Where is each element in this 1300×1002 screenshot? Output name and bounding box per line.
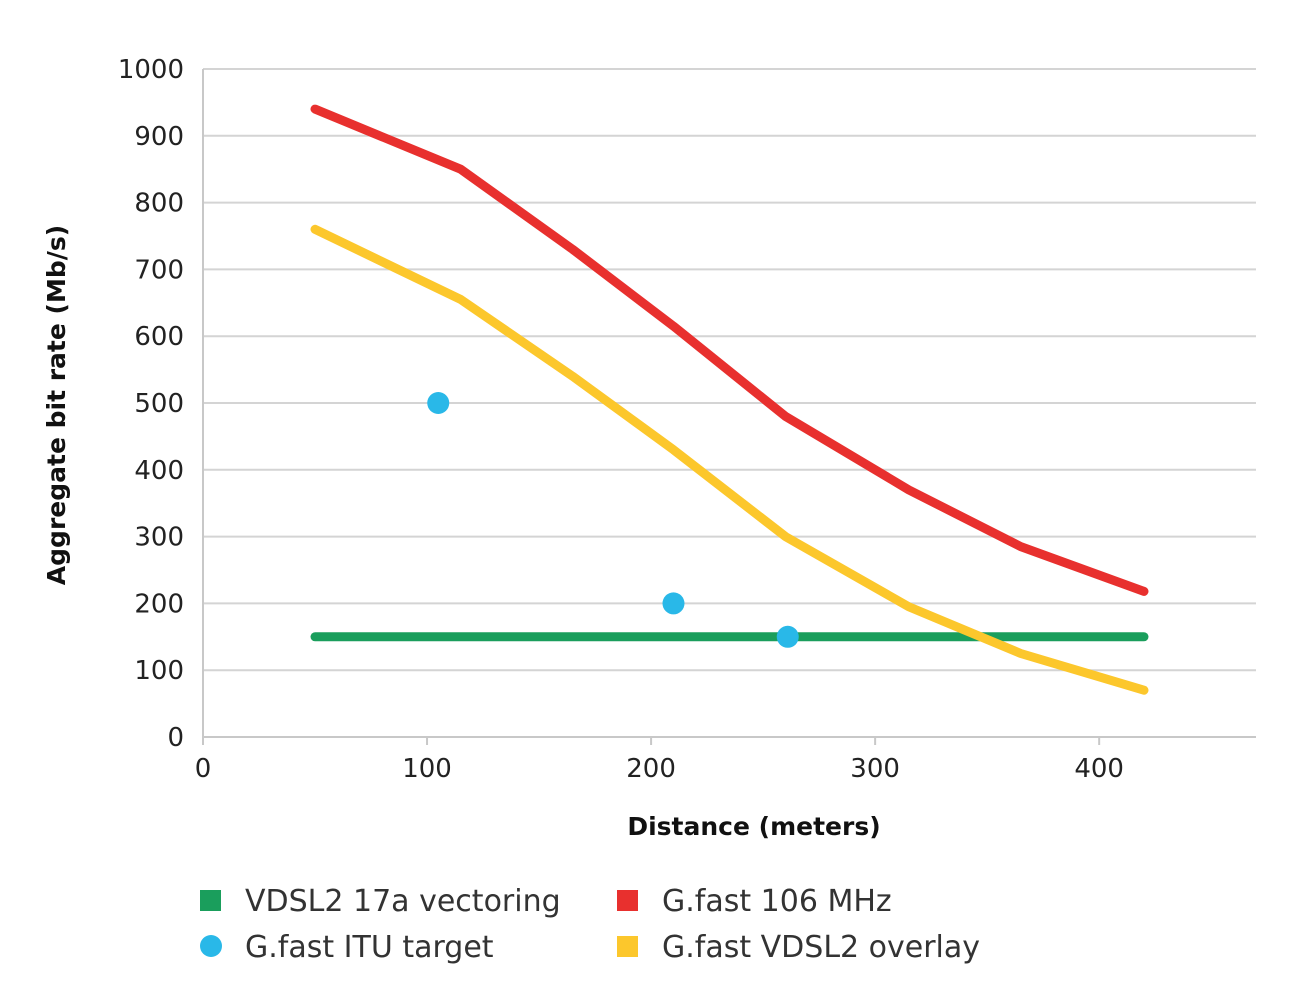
x-tick-label: 400 — [1074, 754, 1124, 784]
y-tick-label: 200 — [134, 589, 184, 619]
tick-labels: 0 100 200 300 400 500 600 700 800 900 1000 0 100 200 3… — [118, 55, 1124, 784]
y-axis-title: Aggregate bit rate (Mb/s) — [42, 225, 71, 585]
y-tick-label: 900 — [134, 122, 184, 152]
axes — [202, 69, 1256, 745]
y-tick-label: 700 — [134, 255, 184, 285]
x-tick-label: 200 — [626, 754, 676, 784]
y-tick-label: 100 — [134, 656, 184, 686]
y-tick-label: 1000 — [118, 55, 184, 85]
plot-area — [310, 104, 1149, 695]
series-line-g-fast-vdsl2-overlay — [310, 224, 1149, 695]
y-tick-label: 500 — [134, 389, 184, 419]
gridlines — [203, 68, 1256, 672]
data-point-g-fast-itu-target — [427, 392, 450, 414]
series-line-g-fast-106-mhz — [310, 104, 1149, 596]
legend-swatch-g-fast-vdsl2-overlay — [617, 936, 638, 957]
x-axis-title: Distance (meters) — [627, 812, 880, 841]
y-tick-label: 300 — [134, 523, 184, 553]
legend-label-g-fast-vdsl2-overlay: G.fast VDSL2 overlay — [662, 930, 980, 965]
x-tick-label: 100 — [402, 754, 452, 784]
data-point-g-fast-itu-target — [776, 625, 799, 648]
x-tick-label: 0 — [195, 754, 212, 784]
legend-swatch-vdsl2-17a-vectoring — [200, 890, 221, 911]
y-tick-label: 0 — [167, 723, 184, 753]
data-point-g-fast-itu-target — [662, 592, 685, 615]
legend-label-g-fast-106-mhz: G.fast 106 MHz — [662, 884, 892, 919]
legend-label-g-fast-itu-target: G.fast ITU target — [245, 930, 494, 965]
legend: VDSL2 17a vectoring G.fast 106 MHz G.fast … — [200, 884, 980, 965]
legend-label-vdsl2-17a-vectoring: VDSL2 17a vectoring — [245, 884, 561, 919]
y-tick-label: 800 — [134, 189, 184, 219]
y-tick-label: 400 — [134, 456, 184, 486]
legend-swatch-g-fast-itu-target — [200, 935, 222, 957]
legend-swatch-g-fast-106-mhz — [617, 890, 638, 911]
x-tick-label: 300 — [850, 754, 900, 784]
y-tick-label: 600 — [134, 322, 184, 352]
